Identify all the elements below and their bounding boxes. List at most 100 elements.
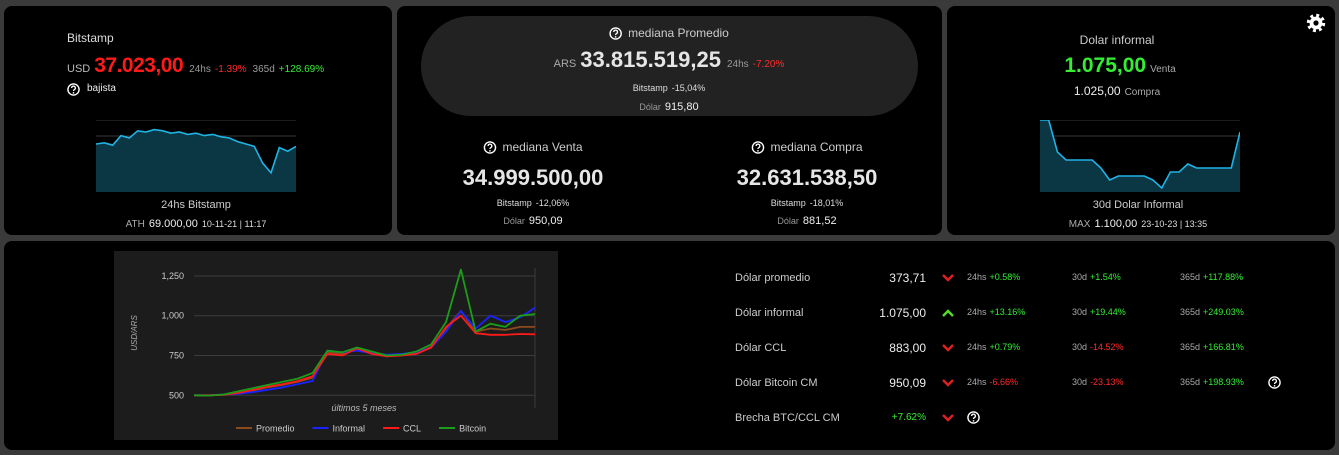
title-row: mediana Venta <box>483 140 583 154</box>
promedio-box: mediana Promedio ARS 33.815.519,25 24hs … <box>421 16 918 116</box>
compra-row: 1.025,00 Compra <box>1074 84 1160 98</box>
price: 1.025,00 <box>1073 84 1121 98</box>
change: +128.69% <box>278 64 325 75</box>
change-cell: 30d -23.13% <box>1072 377 1124 387</box>
ath-row: ATH 69.000,00 10-11-21 | 11:17 <box>126 218 267 230</box>
settings-button[interactable] <box>1306 13 1326 33</box>
arrow-shape <box>942 309 954 317</box>
rate-name: Dólar informal <box>735 307 804 319</box>
change-cell: 24hs +0.58% <box>967 272 1020 282</box>
ref-value: -12,06% <box>535 198 570 208</box>
x-axis-label: últimos 5 meses <box>331 403 397 413</box>
price: 33.815.519,25 <box>580 47 721 72</box>
legend-label: Bitcoin <box>459 424 486 434</box>
series-line <box>193 268 536 397</box>
arrow-shape <box>942 414 954 422</box>
period-label: 24hs <box>967 342 987 352</box>
change: -14.52% <box>1090 342 1124 352</box>
change: -6.66% <box>989 377 1019 387</box>
rate-name: Dólar Bitcoin CM <box>735 377 818 389</box>
bitstamp-panel: Bitstamp USD 37.023,00 24hs -1.39% 365d … <box>4 6 392 235</box>
change: +0.79% <box>989 342 1021 352</box>
help-icon[interactable] <box>1268 376 1281 389</box>
change-cell: 30d -14.52% <box>1072 342 1124 352</box>
trend-arrow <box>942 274 954 282</box>
ath-label: ATH <box>125 219 145 230</box>
trend: bajista <box>87 83 116 94</box>
max-label: MAX <box>1068 219 1091 230</box>
price: 1.075,00 <box>1064 54 1147 77</box>
rate-value: 950,09 <box>889 376 926 390</box>
period-label: 365d <box>1180 307 1201 317</box>
change: -23.13% <box>1090 377 1124 387</box>
change-cell: 365d +198.93% <box>1180 377 1244 387</box>
title-row: mediana Promedio <box>609 26 729 40</box>
rate-name: Brecha BTC/CCL CM <box>735 412 840 424</box>
ref-value: -18,01% <box>809 198 844 208</box>
y-axis-label: USD/ARS <box>130 315 139 351</box>
change-cell: 24hs +0.79% <box>967 342 1020 352</box>
ref-label: Dólar <box>777 216 799 226</box>
change: +249.03% <box>1203 307 1244 317</box>
arrow-shape <box>942 379 954 387</box>
trend-arrow <box>942 309 954 317</box>
panel-title: mediana Compra <box>770 140 863 154</box>
change: -1.39% <box>214 64 247 75</box>
change-cell: 365d +166.81% <box>1180 342 1244 352</box>
panel-title: mediana Venta <box>502 140 583 154</box>
y-tick-label: 500 <box>169 390 184 400</box>
trend-arrow <box>942 379 954 387</box>
sparkline-line <box>96 128 296 175</box>
help-icon[interactable] <box>483 141 496 154</box>
period-label: 30d <box>1072 307 1088 317</box>
change: +166.81% <box>1203 342 1244 352</box>
period-label: 24hs <box>189 64 211 75</box>
rate-name: Dólar promedio <box>735 272 811 284</box>
help-icon[interactable] <box>67 83 80 96</box>
currency: ARS <box>553 58 577 70</box>
legend-label: CCL <box>403 424 421 434</box>
sparkline-area <box>96 129 296 192</box>
change: +0.58% <box>989 272 1021 282</box>
ref-value: -15,04% <box>671 83 706 93</box>
period-label: 365d <box>1180 342 1201 352</box>
sparkline-area <box>1040 120 1240 192</box>
arrow-shape <box>942 274 954 282</box>
y-tick-label: 750 <box>169 351 184 361</box>
dolar-row: Dólar 881,52 <box>777 215 836 227</box>
bitstamp-row: Bitstamp -18,01% <box>771 198 844 208</box>
panel-title: Dolar informal <box>1079 33 1155 47</box>
change-cell: 24hs -6.66% <box>967 377 1018 387</box>
price: 37.023,00 <box>94 54 184 77</box>
rates-panel: USD/ARS últimos 5 meses 500 750 1,000 1,250… <box>4 241 1335 450</box>
help-icon[interactable] <box>751 141 764 154</box>
ref-value: 950,09 <box>528 215 563 227</box>
ref-label: Dólar <box>639 102 661 112</box>
price-label: Compra <box>1124 87 1161 98</box>
change: +19.44% <box>1090 307 1126 317</box>
change-cell: 24hs +13.16% <box>967 307 1025 317</box>
change-cell: 30d +19.44% <box>1072 307 1126 317</box>
change: +117.88% <box>1203 272 1244 282</box>
arrow-shape <box>942 344 954 352</box>
price-row: ARS 33.815.519,25 24hs -7.20% <box>554 47 785 73</box>
currency: USD <box>67 63 91 75</box>
rate-value: +7.62% <box>891 412 926 423</box>
price-label: Venta <box>1150 64 1176 75</box>
bitstamp-row: Bitstamp -15,04% <box>633 83 706 93</box>
rate-value: 1.075,00 <box>879 306 926 320</box>
max-date: 23-10-23 | 13:35 <box>1141 219 1208 229</box>
period-label: 24hs <box>726 59 749 70</box>
help-icon[interactable] <box>609 27 622 40</box>
trend-row: bajista <box>67 83 116 96</box>
rate-value: 883,00 <box>889 341 926 355</box>
period-label: 365d <box>252 64 275 75</box>
dolar-row: Dólar 950,09 <box>503 215 562 227</box>
sparkline-label: 30d Dolar Informal <box>1092 199 1184 211</box>
legend-label: Informal <box>333 424 366 434</box>
informal-panel: Dolar informal 1.075,00 Venta 1.025,00 C… <box>947 6 1335 235</box>
change: +1.54% <box>1090 272 1121 282</box>
help-icon[interactable] <box>967 411 980 424</box>
change-cell: 365d +249.03% <box>1180 307 1244 317</box>
